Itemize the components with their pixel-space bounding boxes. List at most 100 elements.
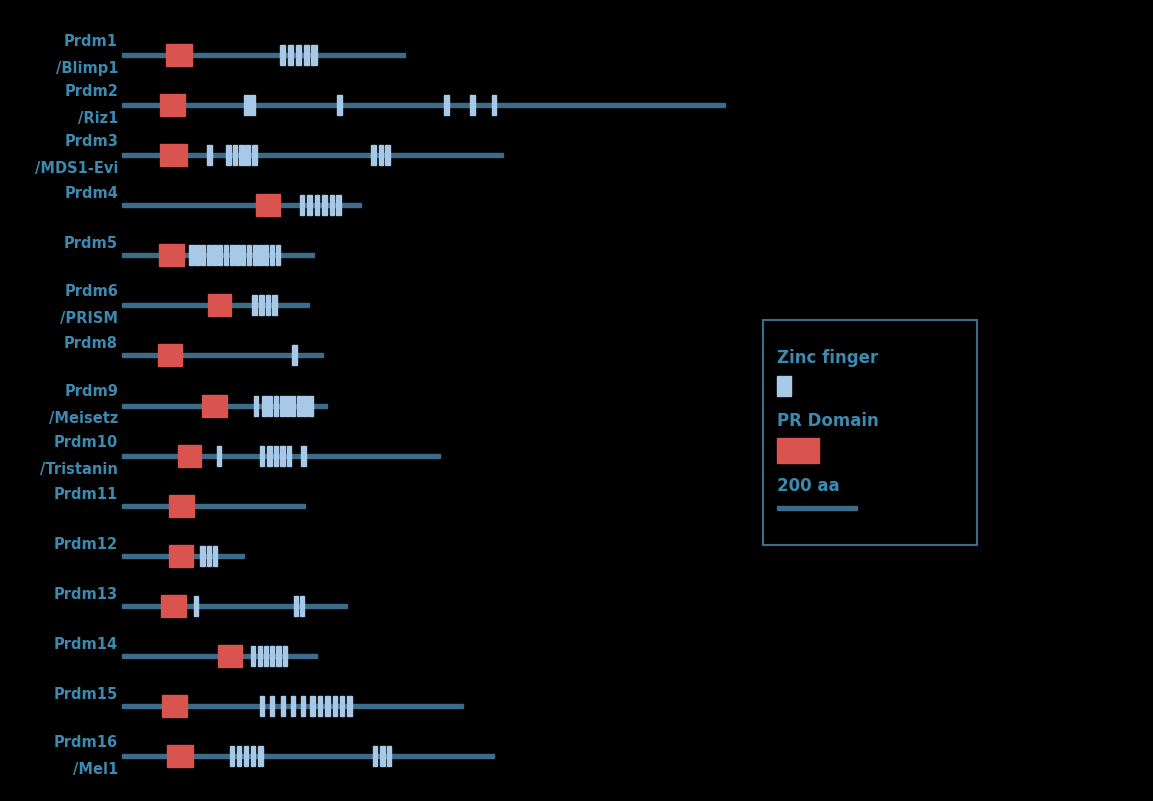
- Bar: [122, 353, 323, 357]
- Bar: [777, 506, 858, 510]
- Bar: [291, 696, 295, 716]
- Text: Prdm13: Prdm13: [54, 587, 118, 602]
- Text: Prdm3: Prdm3: [65, 134, 118, 149]
- Bar: [444, 95, 449, 115]
- Bar: [236, 746, 241, 766]
- Bar: [201, 245, 205, 265]
- Bar: [337, 195, 341, 215]
- Bar: [302, 396, 307, 416]
- Bar: [276, 245, 280, 265]
- Bar: [160, 144, 187, 166]
- Bar: [122, 754, 495, 758]
- Bar: [122, 153, 504, 157]
- Bar: [277, 646, 280, 666]
- Bar: [374, 746, 377, 766]
- Bar: [194, 596, 198, 616]
- Bar: [301, 696, 306, 716]
- Bar: [229, 245, 234, 265]
- Bar: [254, 396, 258, 416]
- Bar: [287, 445, 291, 465]
- Bar: [308, 396, 312, 416]
- Bar: [340, 696, 344, 716]
- Bar: [122, 654, 317, 658]
- Text: /Meisetz: /Meisetz: [48, 412, 118, 426]
- Bar: [270, 245, 274, 265]
- Text: Prdm15: Prdm15: [54, 687, 118, 702]
- Text: Prdm5: Prdm5: [65, 236, 118, 252]
- Text: Prdm14: Prdm14: [54, 637, 118, 652]
- Bar: [122, 53, 405, 57]
- Bar: [470, 95, 475, 115]
- Bar: [122, 604, 347, 608]
- Bar: [491, 95, 496, 115]
- Bar: [280, 696, 285, 716]
- Text: Prdm8: Prdm8: [65, 336, 118, 352]
- Text: /PRISM: /PRISM: [60, 312, 118, 326]
- Bar: [301, 445, 306, 465]
- Bar: [233, 145, 238, 165]
- Bar: [311, 45, 317, 65]
- Bar: [256, 194, 280, 216]
- Bar: [229, 746, 234, 766]
- Bar: [307, 195, 311, 215]
- Bar: [288, 45, 293, 65]
- Bar: [206, 545, 211, 566]
- Bar: [272, 296, 277, 316]
- Bar: [318, 696, 322, 716]
- Bar: [261, 445, 264, 465]
- Bar: [206, 245, 211, 265]
- Bar: [241, 245, 246, 265]
- Bar: [257, 646, 262, 666]
- Bar: [160, 94, 184, 116]
- Bar: [315, 195, 319, 215]
- Text: Prdm2: Prdm2: [65, 84, 118, 99]
- Bar: [122, 704, 462, 708]
- Bar: [201, 545, 204, 566]
- Text: Prdm16: Prdm16: [54, 735, 118, 750]
- Text: PR Domain: PR Domain: [777, 413, 879, 430]
- Bar: [371, 145, 376, 165]
- Bar: [217, 445, 221, 465]
- Bar: [380, 746, 385, 766]
- Bar: [293, 345, 297, 365]
- Bar: [264, 245, 269, 265]
- Bar: [264, 646, 269, 666]
- Text: 200 aa: 200 aa: [777, 477, 839, 495]
- Bar: [189, 245, 194, 265]
- Text: /Mel1: /Mel1: [73, 762, 118, 777]
- Text: /Blimp1: /Blimp1: [55, 61, 118, 76]
- Bar: [122, 203, 361, 207]
- Bar: [208, 145, 212, 165]
- Bar: [261, 696, 264, 716]
- Text: Prdm9: Prdm9: [65, 384, 118, 400]
- Bar: [259, 296, 264, 316]
- Bar: [338, 95, 342, 115]
- Bar: [325, 696, 330, 716]
- Bar: [122, 553, 244, 557]
- Bar: [226, 145, 231, 165]
- Bar: [262, 396, 266, 416]
- Bar: [777, 376, 791, 396]
- Bar: [167, 745, 193, 767]
- Bar: [158, 344, 182, 366]
- Bar: [385, 145, 390, 165]
- Bar: [296, 396, 301, 416]
- Bar: [122, 504, 306, 508]
- Bar: [295, 45, 301, 65]
- Bar: [122, 304, 309, 308]
- Bar: [212, 245, 217, 265]
- Bar: [280, 45, 285, 65]
- Text: Prdm11: Prdm11: [54, 487, 118, 501]
- Bar: [178, 445, 201, 466]
- Bar: [202, 395, 227, 417]
- Bar: [251, 746, 256, 766]
- Text: Prdm12: Prdm12: [54, 537, 118, 552]
- Bar: [282, 646, 287, 666]
- Bar: [235, 245, 240, 265]
- Bar: [273, 445, 278, 465]
- Text: Prdm1: Prdm1: [65, 34, 118, 49]
- Bar: [303, 45, 309, 65]
- Bar: [246, 145, 250, 165]
- Bar: [218, 245, 223, 265]
- Bar: [209, 294, 232, 316]
